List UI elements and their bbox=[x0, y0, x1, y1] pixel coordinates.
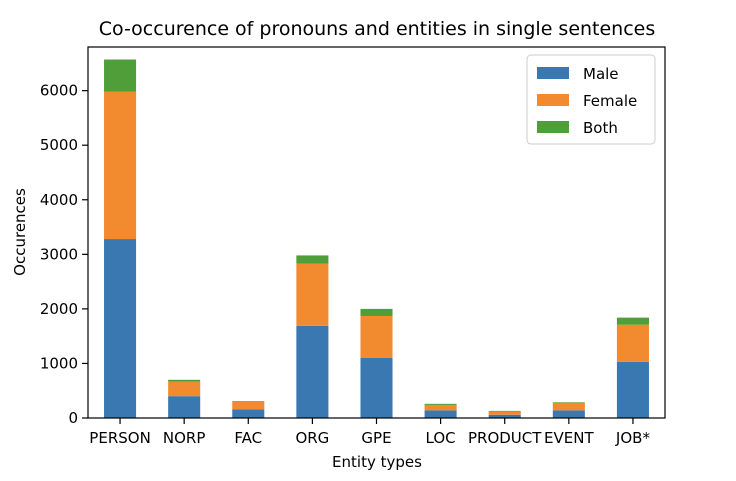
legend-swatch-male bbox=[537, 67, 569, 79]
bar-male-loc bbox=[424, 410, 457, 418]
bar-both-fac bbox=[232, 401, 265, 402]
bar-both-product bbox=[488, 410, 521, 412]
x-tick-label: FAC bbox=[234, 429, 262, 447]
bar-male-fac bbox=[232, 409, 265, 418]
legend: Male Female Both bbox=[526, 54, 656, 145]
y-axis-label: Occurences bbox=[11, 188, 29, 276]
bar-female-loc bbox=[424, 404, 457, 411]
bar-both-event bbox=[552, 402, 585, 403]
x-tick-label: LOC bbox=[426, 429, 456, 447]
bar-male-norp bbox=[168, 396, 201, 418]
bar-both-gpe bbox=[360, 308, 393, 316]
bar-male-product bbox=[488, 414, 521, 418]
bar-female-job bbox=[616, 324, 649, 362]
bar-both-norp bbox=[168, 379, 201, 382]
bar-female-gpe bbox=[360, 315, 393, 358]
legend-swatch-female bbox=[537, 94, 569, 106]
bar-male-job bbox=[616, 361, 649, 418]
x-axis: PERSON NORP FAC ORG GPE LOC PRODUCT EVENT JOB* bbox=[89, 418, 650, 447]
y-tick-label: 2000 bbox=[40, 300, 78, 318]
y-tick-label: 6000 bbox=[40, 82, 78, 100]
bar-both-loc bbox=[424, 403, 457, 405]
bar-male-person bbox=[104, 239, 137, 418]
bar-both-job bbox=[616, 317, 649, 325]
x-tick-label: EVENT bbox=[544, 429, 594, 447]
x-tick-label: GPE bbox=[361, 429, 391, 447]
bar-both-person bbox=[104, 59, 137, 92]
bar-female-fac bbox=[232, 401, 265, 410]
y-tick-label: 4000 bbox=[40, 191, 78, 209]
bar-female-event bbox=[552, 402, 585, 411]
legend-label-both: Both bbox=[583, 119, 618, 137]
x-tick-label: ORG bbox=[295, 429, 329, 447]
bar-female-org bbox=[296, 263, 329, 326]
bar-female-person bbox=[104, 91, 137, 240]
bar-male-gpe bbox=[360, 357, 393, 418]
x-tick-label: NORP bbox=[163, 429, 206, 447]
legend-label-female: Female bbox=[583, 92, 637, 110]
x-tick-label: PRODUCT bbox=[468, 429, 542, 447]
chart-title: Co-occurence of pronouns and entities in… bbox=[99, 18, 656, 40]
y-tick-label: 3000 bbox=[40, 245, 78, 263]
legend-swatch-both bbox=[537, 121, 569, 133]
y-tick-label: 0 bbox=[68, 409, 78, 427]
bar-female-product bbox=[488, 411, 521, 415]
bar-male-org bbox=[296, 325, 329, 418]
bar-both-org bbox=[296, 255, 329, 264]
plot-frame bbox=[87, 46, 666, 419]
x-axis-label: Entity types bbox=[332, 453, 422, 471]
y-tick-label: 5000 bbox=[40, 136, 78, 154]
legend-label-male: Male bbox=[583, 65, 619, 83]
x-tick-label: PERSON bbox=[89, 429, 151, 447]
x-tick-label: JOB* bbox=[615, 429, 651, 447]
y-tick-label: 1000 bbox=[40, 354, 78, 372]
bars-group bbox=[104, 59, 649, 418]
bar-male-event bbox=[552, 410, 585, 418]
bar-female-norp bbox=[168, 381, 201, 397]
y-axis: 0 1000 2000 3000 4000 5000 6000 bbox=[40, 82, 88, 427]
